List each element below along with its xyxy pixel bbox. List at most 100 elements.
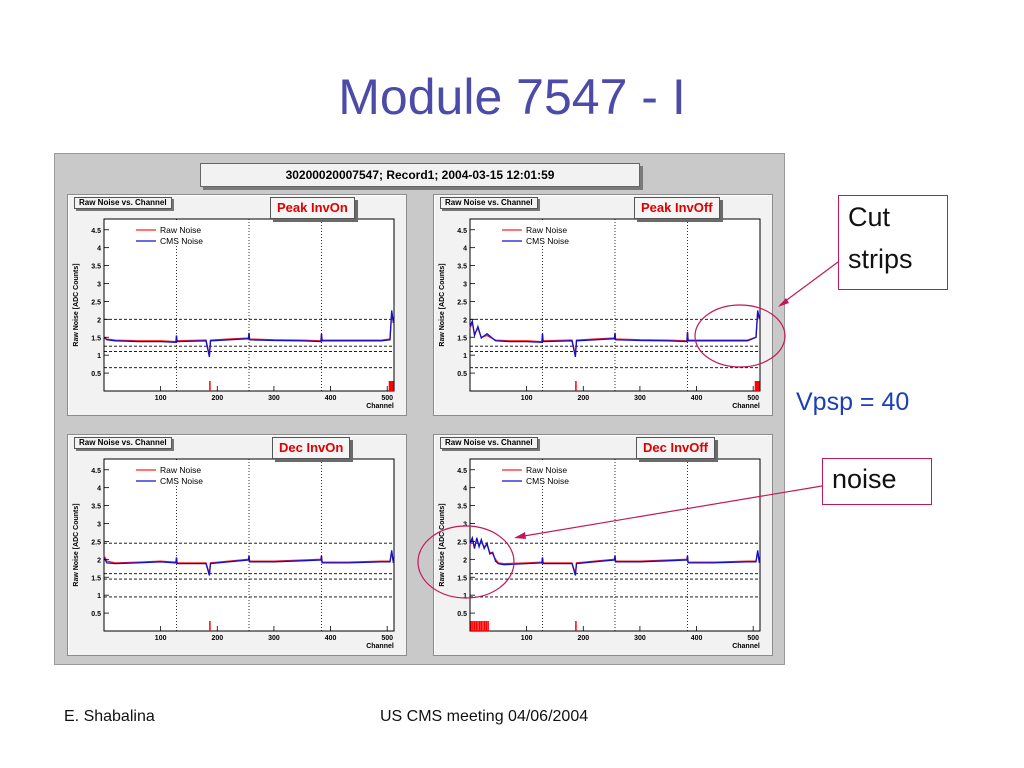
cut-strips-text-line2: strips — [848, 244, 913, 274]
legend-entry: Raw Noise — [160, 465, 201, 475]
y-axis-label: Raw Noise [ADC Counts] — [73, 503, 80, 586]
y-tick-label: 2 — [97, 317, 101, 324]
y-tick-label: 3.5 — [457, 264, 467, 271]
y-tick-label: 0.5 — [91, 611, 101, 618]
noise-callout: noise — [822, 458, 932, 505]
pad-title: Peak InvOff — [634, 197, 720, 219]
y-axis-label: Raw Noise [ADC Counts] — [439, 503, 446, 586]
y-tick-label: 3.5 — [457, 504, 467, 511]
x-tick-label: 400 — [691, 395, 703, 402]
x-axis-label: Channel — [366, 643, 394, 650]
x-tick-label: 100 — [155, 395, 167, 402]
figure-title: 30200020007547; Record1; 2004-03-15 12:0… — [200, 163, 640, 187]
series-line-cms-noise — [103, 310, 395, 358]
plot-svg: 0.5 1 1.5 2 2.5 3 3.5 4 4.5 100 200 300 400 500Channe… — [73, 218, 395, 410]
legend-entry: CMS Noise — [160, 476, 203, 486]
y-tick-label: 1 — [463, 593, 467, 600]
y-tick-label: 3 — [97, 522, 101, 529]
footer-author: E. Shabalina — [64, 708, 155, 725]
legend-entry: Raw Noise — [526, 465, 567, 475]
plot-frame — [103, 218, 395, 392]
y-tick-label: 1.5 — [91, 335, 101, 342]
y-tick-label: 2 — [463, 317, 467, 324]
y-tick-label: 2.5 — [91, 299, 101, 306]
cut-strips-arrow — [779, 261, 839, 306]
y-tick-label: 0.5 — [91, 371, 101, 378]
slide-title: Module 7547 - I — [338, 69, 686, 125]
cut-strips-callout: Cut strips — [838, 195, 948, 290]
x-tick-label: 100 — [521, 635, 533, 642]
y-tick-label: 1 — [463, 353, 467, 360]
legend-entry: CMS Noise — [160, 236, 203, 246]
pad-dec-invoff: 0.5 1 1.5 2 2.5 3 3.5 4 4.5 100 200 300 400 500 Channe… — [433, 434, 773, 656]
x-tick-label: 500 — [381, 395, 393, 402]
y-tick-label: 4.5 — [91, 468, 101, 475]
y-tick-label: 1.5 — [457, 575, 467, 582]
y-tick-label: 3 — [463, 282, 467, 289]
y-tick-label: 2.5 — [457, 299, 467, 306]
x-tick-label: 200 — [211, 395, 223, 402]
x-tick-label: 300 — [634, 635, 646, 642]
noise-figure-canvas: 30200020007547; Record1; 2004-03-15 12:0… — [54, 153, 785, 665]
hist-label: Raw Noise vs. Channel — [440, 437, 538, 449]
x-tick-label: 100 — [155, 635, 167, 642]
pad-peak-invoff: 0.5 1 1.5 2 2.5 3 3.5 4 4.5 100 200 300 400 500 Channe… — [433, 194, 773, 416]
y-tick-label: 1.5 — [91, 575, 101, 582]
y-tick-label: 2 — [463, 557, 467, 564]
x-tick-label: 200 — [211, 635, 223, 642]
y-axis-label: Raw Noise [ADC Counts] — [439, 263, 446, 346]
y-tick-label: 0.5 — [457, 611, 467, 618]
series-line-cms-noise — [103, 550, 395, 576]
x-tick-label: 500 — [747, 635, 759, 642]
pad-title: Dec InvOff — [636, 437, 716, 459]
x-tick-label: 400 — [325, 395, 337, 402]
y-tick-label: 4 — [463, 246, 467, 253]
legend-box — [130, 222, 242, 246]
y-tick-label: 2.5 — [457, 539, 467, 546]
hist-label: Raw Noise vs. Channel — [74, 197, 172, 209]
y-tick-label: 2 — [97, 557, 101, 564]
x-axis-label: Channel — [732, 403, 760, 410]
x-tick-label: 100 — [521, 395, 533, 402]
hist-label: Raw Noise vs. Channel — [440, 197, 538, 209]
legend-entry: CMS Noise — [526, 236, 569, 246]
vpsp-label: Vpsp = 40 — [796, 388, 910, 416]
x-tick-label: 300 — [268, 395, 280, 402]
legend-box — [496, 222, 608, 246]
y-axis-label: Raw Noise [ADC Counts] — [73, 263, 80, 346]
y-tick-label: 1 — [97, 353, 101, 360]
y-tick-label: 4.5 — [457, 468, 467, 475]
legend-box — [130, 462, 242, 486]
x-tick-label: 300 — [268, 635, 280, 642]
y-tick-label: 3 — [97, 282, 101, 289]
x-tick-label: 400 — [691, 635, 703, 642]
x-tick-label: 300 — [634, 395, 646, 402]
y-tick-label: 1.5 — [457, 335, 467, 342]
y-tick-label: 3.5 — [91, 264, 101, 271]
y-tick-label: 3 — [463, 522, 467, 529]
y-tick-label: 4.5 — [91, 228, 101, 235]
plot-svg: 0.5 1 1.5 2 2.5 3 3.5 4 4.5 100 200 300 400 500Channe… — [73, 458, 395, 650]
x-axis-label: Channel — [732, 643, 760, 650]
y-tick-label: 2.5 — [91, 539, 101, 546]
noise-callout-text: noise — [832, 464, 897, 494]
pad-title: Peak InvOn — [270, 197, 355, 219]
pad-title: Dec InvOn — [272, 437, 351, 459]
y-tick-label: 4 — [97, 486, 101, 493]
y-tick-label: 1 — [97, 593, 101, 600]
y-tick-label: 4.5 — [457, 228, 467, 235]
plot-svg: 0.5 1 1.5 2 2.5 3 3.5 4 4.5 100 200 300 400 500Channe… — [439, 218, 761, 410]
plot-svg: 0.5 1 1.5 2 2.5 3 3.5 4 4.5 100 200 300 400 500Channe… — [439, 458, 761, 650]
footer-meeting: US CMS meeting 04/06/2004 — [380, 708, 589, 725]
y-tick-label: 4 — [97, 246, 101, 253]
pad-peak-invon: 0.5 1 1.5 2 2.5 3 3.5 4 4.5 100 200 300 400 500 Channe… — [67, 194, 407, 416]
y-tick-label: 3.5 — [91, 504, 101, 511]
pad-dec-invon: 0.5 1 1.5 2 2.5 3 3.5 4 4.5 100 200 300 400 500 Channe… — [67, 434, 407, 656]
y-tick-label: 0.5 — [457, 371, 467, 378]
legend-box — [496, 462, 608, 486]
hist-label: Raw Noise vs. Channel — [74, 437, 172, 449]
